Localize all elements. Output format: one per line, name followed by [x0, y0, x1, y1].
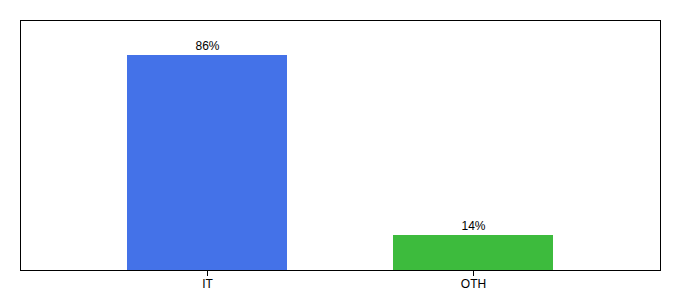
svg-text:14%: 14% — [461, 219, 485, 233]
svg-text:IT: IT — [202, 277, 213, 291]
svg-text:OTH: OTH — [461, 277, 486, 291]
svg-text:86%: 86% — [195, 39, 219, 53]
